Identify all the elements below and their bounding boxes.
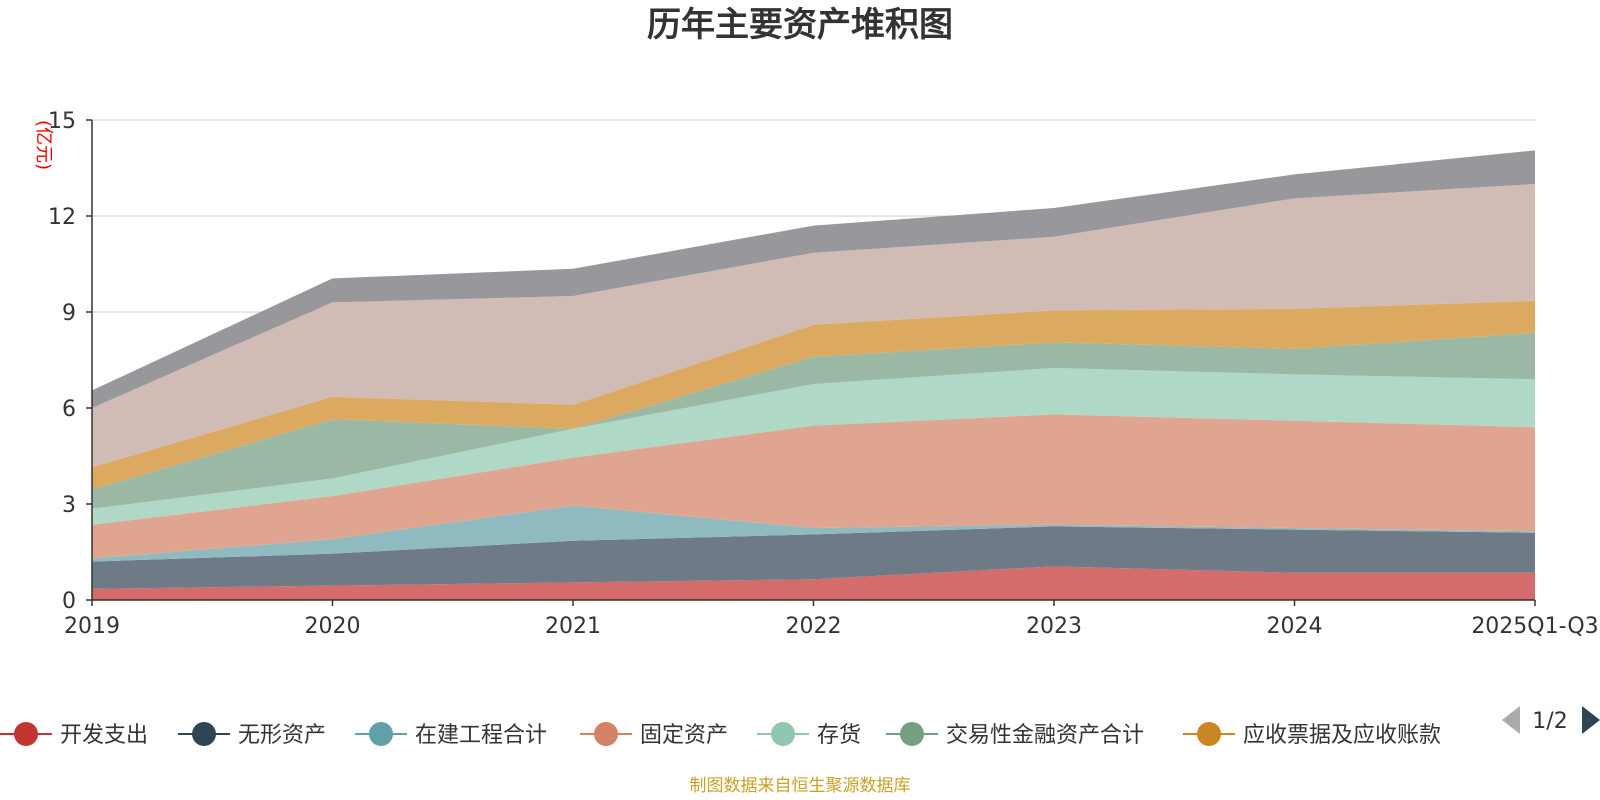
- x-tick-label-0: 2019: [64, 614, 120, 639]
- legend-label-6: 应收票据及应收账款: [1243, 723, 1441, 748]
- area-series-4: [92, 368, 1535, 525]
- x-tick-label-4: 2023: [1026, 614, 1082, 639]
- y-tick-label-0: 0: [62, 589, 76, 614]
- x-tick-label-1: 2020: [305, 614, 361, 639]
- x-tick-label-2: 2021: [545, 614, 601, 639]
- area-series-6: [92, 300, 1535, 490]
- legend-marker-1: [192, 722, 216, 746]
- legend-label-5: 交易性金融资产合计: [946, 723, 1144, 748]
- area-series-5: [92, 332, 1535, 509]
- legend-label-2: 在建工程合计: [415, 723, 547, 748]
- y-axis-unit: (亿元): [33, 120, 54, 170]
- legend-label-3: 固定资产: [640, 723, 728, 748]
- legend-item-3[interactable]: 固定资产: [580, 722, 728, 748]
- legend-item-6[interactable]: 应收票据及应收账款: [1183, 722, 1441, 748]
- area-series: [92, 150, 1535, 600]
- legend-item-1[interactable]: 无形资产: [178, 722, 326, 748]
- area-series-7: [92, 184, 1535, 468]
- legend-item-5[interactable]: 交易性金融资产合计: [886, 722, 1144, 748]
- legend-next-icon[interactable]: [1582, 706, 1600, 734]
- legend-label-1: 无形资产: [238, 723, 326, 748]
- y-tick-label-3: 9: [62, 301, 76, 326]
- legend-marker-3: [594, 722, 618, 746]
- legend-label-4: 存货: [817, 723, 861, 748]
- area-series-1: [92, 526, 1535, 589]
- y-tick-label-4: 12: [48, 205, 76, 230]
- legend: 开发支出 无形资产 在建工程合计 固定资产 存货 交易性金融资产合计 应收票据及应收账款: [0, 722, 1441, 748]
- y-tick-label-2: 6: [62, 397, 76, 422]
- y-tick-label-5: 15: [48, 109, 76, 134]
- legend-marker-4: [771, 722, 795, 746]
- legend-page-indicator: 1/2: [1532, 709, 1567, 734]
- x-tick-label-5: 2024: [1267, 614, 1323, 639]
- area-series-3: [92, 414, 1535, 559]
- legend-marker-2: [369, 722, 393, 746]
- x-tick-label-3: 2022: [786, 614, 842, 639]
- chart-title: 历年主要资产堆积图: [647, 5, 953, 45]
- area-series-8: [92, 150, 1535, 408]
- area-series-2: [92, 505, 1535, 562]
- y-tick-label-1: 3: [62, 493, 76, 518]
- legend-marker-5: [900, 722, 924, 746]
- area-series-0: [92, 566, 1535, 600]
- legend-item-2[interactable]: 在建工程合计: [355, 722, 547, 748]
- legend-item-4[interactable]: 存货: [757, 722, 861, 748]
- legend-prev-icon[interactable]: [1502, 706, 1520, 734]
- x-tick-label-6: 2025Q1-Q3: [1471, 614, 1598, 639]
- legend-label-0: 开发支出: [60, 723, 148, 748]
- source-note: 制图数据来自恒生聚源数据库: [690, 776, 911, 796]
- legend-item-0[interactable]: 开发支出: [0, 722, 148, 748]
- legend-pager: 1/2: [1502, 706, 1600, 734]
- legend-marker-6: [1197, 722, 1221, 746]
- legend-marker-0: [14, 722, 38, 746]
- axes: 0 3 6 9 12 15 2019 2020 2021 2022 2023 2024 2025Q1-Q…: [48, 109, 1599, 639]
